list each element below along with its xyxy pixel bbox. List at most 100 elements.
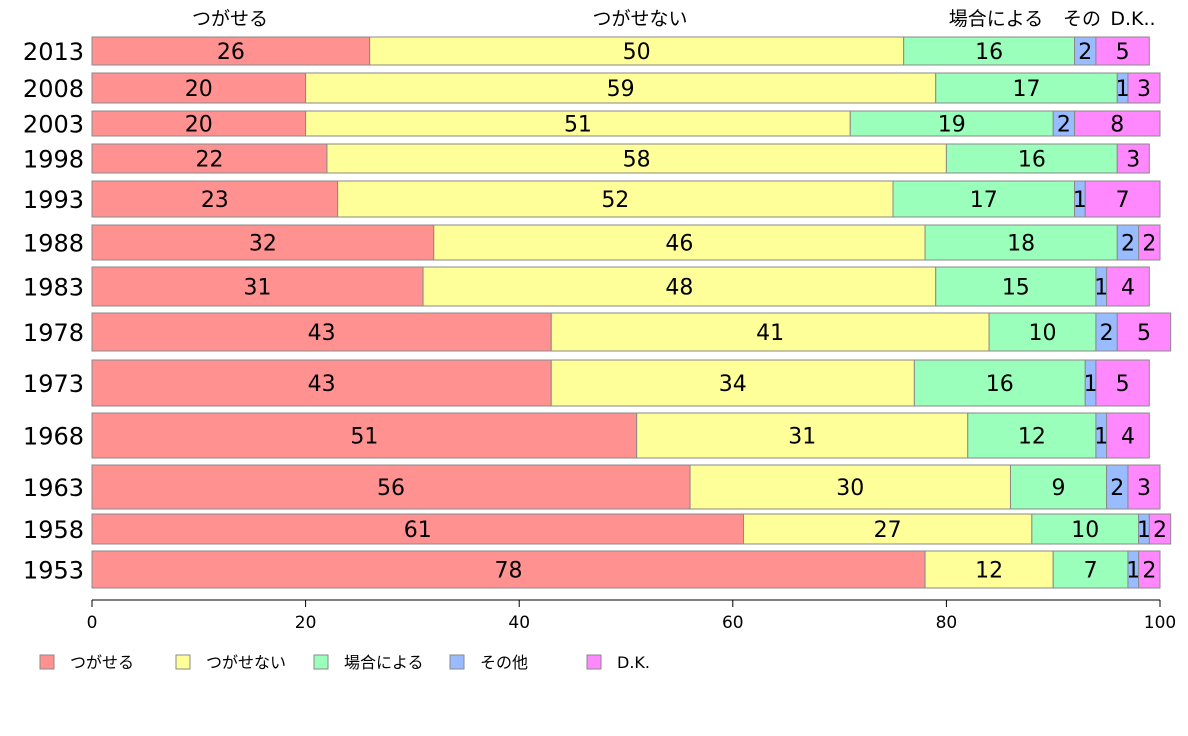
bar-value-label: 16 <box>975 40 1003 65</box>
year-label: 2003 <box>23 111 84 139</box>
bar-value-label: 2 <box>1110 476 1124 501</box>
bar-segment-1968-4 <box>1106 412 1150 459</box>
bar-value-label: 31 <box>244 276 272 301</box>
bar-value-label: 2 <box>1121 232 1135 257</box>
bar-segment-1983-2 <box>935 266 1097 307</box>
legend-label: D.K. <box>617 653 650 672</box>
bar-segment-2003-0 <box>91 110 307 137</box>
x-tick-label: 100 <box>1144 613 1176 633</box>
bar-value-label: 26 <box>217 40 245 65</box>
bar-segment-1988-4 <box>1138 224 1161 261</box>
bar-value-label: 3 <box>1126 148 1140 173</box>
bar-segment-1963-2 <box>1009 464 1108 510</box>
top-series-label: その <box>1063 8 1101 30</box>
bar-value-label: 9 <box>1052 476 1066 501</box>
year-label: 1993 <box>23 186 84 214</box>
year-labels: 2013 2008 2003 1998 1993 1988 1983 1978 1973 1968… <box>23 38 84 585</box>
bar-segment-2013-0 <box>91 36 371 66</box>
bar-value-label: 16 <box>1018 148 1046 173</box>
bar-value-label: 17 <box>1013 77 1041 102</box>
bar-segment-1988-1 <box>433 224 926 261</box>
bar-segment-1973-4 <box>1095 359 1150 407</box>
bar-value-label: 5 <box>1137 321 1151 346</box>
bar-segment-1978-0 <box>91 312 552 352</box>
bar-value-label: 1 <box>1084 372 1098 397</box>
bar-segment-2013-2 <box>903 36 1076 66</box>
year-label: 1968 <box>23 423 84 451</box>
bar-value-label: 23 <box>201 188 229 213</box>
bar-value-label: 1 <box>1116 77 1130 102</box>
bar-value-label: 1 <box>1137 518 1151 543</box>
bar-segment-1953-1 <box>924 550 1054 589</box>
legend-label: つがせない <box>206 653 286 672</box>
bar-value-label: 51 <box>350 425 378 450</box>
year-label: 1983 <box>23 274 84 302</box>
bar-segment-1978-2 <box>988 312 1097 352</box>
bar-value-label: 20 <box>185 113 213 138</box>
bar-segment-1988-2 <box>924 224 1118 261</box>
bar-segment-1968-1 <box>636 412 969 459</box>
bar-segment-1953-4 <box>1138 550 1161 589</box>
top-series-label: 場合による <box>949 8 1043 30</box>
bar-segment-1993-0 <box>91 180 339 218</box>
bar-segment-1983-4 <box>1106 266 1150 307</box>
bar-value-label: 27 <box>874 518 902 543</box>
bar-value-label: 7 <box>1116 188 1130 213</box>
bar-segment-1963-0 <box>91 464 691 510</box>
bar-value-label: 16 <box>986 372 1014 397</box>
bar-value-label: 2 <box>1078 40 1092 65</box>
bar-segment-1973-1 <box>550 359 915 407</box>
top-labels: つがせる つがせない 場合による その D.K.. <box>192 8 1156 30</box>
bar-value-label: 3 <box>1137 77 1151 102</box>
bar-value-label: 46 <box>665 232 693 257</box>
bar-value-label: 1 <box>1094 425 1108 450</box>
bar-segment-2013-4 <box>1095 36 1150 66</box>
year-label: 2013 <box>23 38 84 66</box>
bar-value-label: 78 <box>495 559 523 584</box>
x-tick-label: 60 <box>722 613 744 633</box>
bar-segment-1993-2 <box>892 180 1076 218</box>
bar-segment-1963-4 <box>1127 464 1161 510</box>
bar-segment-1963-1 <box>689 464 1011 510</box>
bar-value-label: 10 <box>1071 518 1099 543</box>
bar-value-label: 59 <box>607 77 635 102</box>
bar-segment-1993-1 <box>337 180 894 218</box>
legend-label: つがせる <box>70 653 134 672</box>
year-label: 2008 <box>23 75 84 103</box>
bar-segment-2008-0 <box>91 72 307 104</box>
bar-segment-1968-0 <box>91 412 638 459</box>
bar-value-label: 51 <box>564 113 592 138</box>
bar-value-label: 1 <box>1094 276 1108 301</box>
bar-value-label: 56 <box>377 476 405 501</box>
x-tick-label: 0 <box>87 613 98 633</box>
bar-value-label: 32 <box>249 232 277 257</box>
legend-label: その他 <box>480 653 528 672</box>
year-label: 1958 <box>23 516 84 544</box>
x-axis: 0 20 40 60 80 100 <box>87 599 1176 633</box>
year-label: 1978 <box>23 319 84 347</box>
bar-segment-1958-1 <box>742 513 1033 545</box>
bar-segment-1983-0 <box>91 266 424 307</box>
bar-value-label: 52 <box>601 188 629 213</box>
bar-value-label: 2 <box>1142 559 1156 584</box>
bar-segment-1958-2 <box>1031 513 1140 545</box>
legend-swatch <box>39 654 55 670</box>
year-label: 1998 <box>23 146 84 174</box>
legend-swatch <box>313 654 329 670</box>
bar-segment-1978-1 <box>550 312 990 352</box>
bar-value-label: 18 <box>1007 232 1035 257</box>
legend: つがせる つがせない 場合による その他 D.K. <box>39 653 650 672</box>
year-label: 1988 <box>23 230 84 258</box>
bar-value-label: 50 <box>623 40 651 65</box>
bar-segment-1973-0 <box>91 359 552 407</box>
bar-segment-1968-2 <box>967 412 1097 459</box>
bar-segment-1953-0 <box>91 550 926 589</box>
bar-value-label: 43 <box>308 321 336 346</box>
bar-value-label: 22 <box>195 148 223 173</box>
bar-value-label: 19 <box>938 113 966 138</box>
bar-value-label: 10 <box>1029 321 1057 346</box>
x-tick-label: 80 <box>936 613 958 633</box>
bar-value-label: 20 <box>185 77 213 102</box>
x-tick-label: 20 <box>295 613 317 633</box>
